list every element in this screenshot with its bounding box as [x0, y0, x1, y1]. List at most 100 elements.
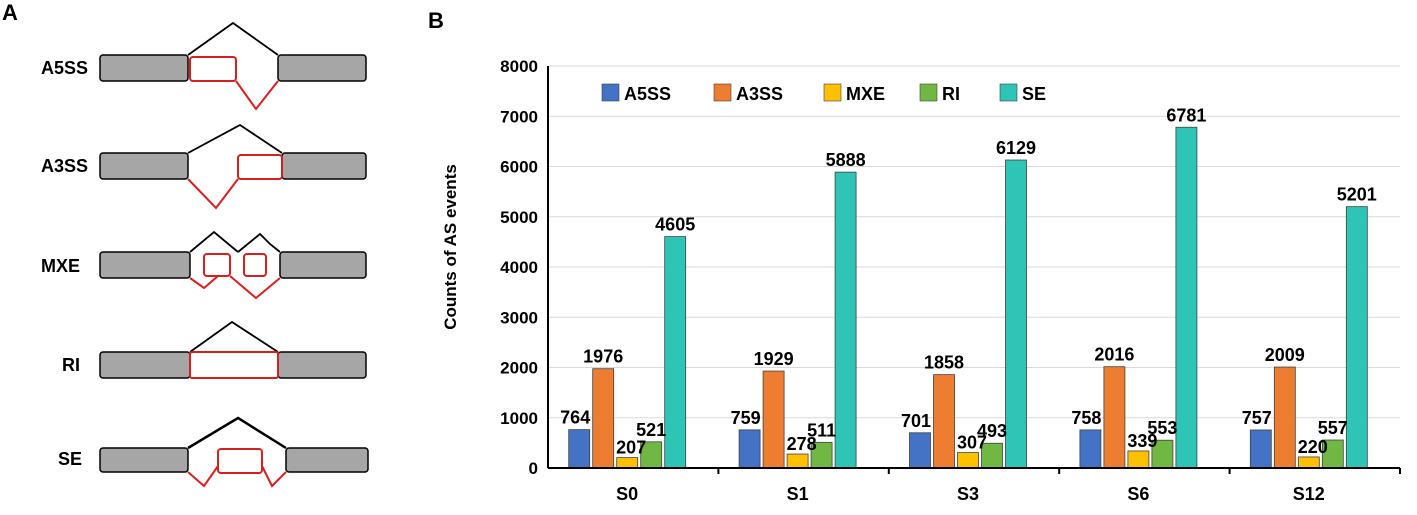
event-label-ri: RI	[62, 355, 80, 375]
splice-junction-lower	[187, 178, 239, 210]
data-label-a5ss-s12: 757	[1242, 408, 1272, 428]
data-label-a5ss-s1: 759	[731, 408, 761, 428]
bar-se-s3	[1005, 159, 1027, 469]
data-label-a5ss-s0: 764	[560, 408, 590, 428]
data-label-ri-s1: 511	[807, 420, 836, 440]
x-tick-label: S12	[1293, 484, 1325, 504]
data-label-ri-s3: 493	[977, 421, 1007, 441]
x-tick-label: S1	[787, 484, 809, 504]
legend-label-a5ss: A5SS	[624, 84, 671, 104]
event-label-a3ss: A3SS	[41, 156, 88, 176]
bar-a5ss-s1	[738, 429, 761, 469]
panel-b-label: B	[428, 8, 444, 33]
y-tick-label: 2000	[500, 359, 538, 378]
exon-right	[285, 447, 369, 473]
splice-junction-lower-2	[261, 465, 287, 488]
splice-junction-upper	[187, 123, 283, 154]
data-label-mxe-s3: 307	[957, 433, 987, 453]
bar-mxe-s12	[1297, 456, 1320, 469]
diagram-a3ss: A3SS	[41, 123, 367, 210]
exon-right	[277, 54, 367, 82]
bar-a3ss-s0	[592, 368, 615, 469]
legend-swatch-a5ss	[601, 83, 620, 102]
data-label-a3ss-s12: 2009	[1265, 345, 1305, 365]
data-label-se-s12: 5201	[1337, 185, 1377, 205]
diagram-se: SE	[58, 416, 369, 488]
y-tick-label: 4000	[500, 258, 538, 277]
data-label-se-s1: 5888	[826, 150, 866, 170]
data-label-mxe-s6: 339	[1127, 431, 1157, 451]
y-tick-label: 3000	[500, 308, 538, 327]
x-tick-labels: S0 S1 S3 S6 S12	[616, 468, 1401, 504]
bar-se-s0	[664, 236, 687, 469]
legend-label-mxe: MXE	[846, 84, 885, 104]
splice-junction-lower-1	[187, 465, 219, 488]
splice-junction-upper	[189, 320, 279, 353]
y-tick-labels: 0 1000 2000 3000 4000 5000 6000 7000 8000	[500, 57, 538, 478]
retained-intron	[189, 351, 279, 379]
splice-junction-upper	[187, 21, 279, 56]
y-tick-label: 8000	[500, 57, 538, 76]
data-label-ri-s6: 553	[1147, 418, 1177, 438]
data-label-a5ss-s6: 758	[1071, 408, 1101, 428]
x-tick-label: S0	[616, 484, 638, 504]
bar-se-s12	[1345, 206, 1368, 469]
bar-a3ss-s1	[762, 370, 785, 469]
bar-a5ss-s0	[568, 429, 591, 469]
alt-exon-extension	[237, 154, 283, 180]
x-tick-label: S6	[1127, 484, 1149, 504]
bars	[568, 126, 1368, 469]
panel-a-label: A	[2, 0, 18, 25]
event-label-a5ss: A5SS	[41, 58, 88, 78]
exon-left	[99, 54, 189, 82]
event-label-se: SE	[58, 449, 82, 469]
data-label-a5ss-s3: 701	[901, 411, 931, 431]
y-axis-label: Counts of AS events	[441, 164, 460, 330]
data-label-ri-s0: 521	[636, 420, 666, 440]
splice-junction-lower-1	[189, 275, 219, 290]
data-label-ri-s12: 557	[1318, 418, 1348, 438]
bar-a5ss-s3	[909, 432, 931, 469]
bar-se-s6	[1175, 126, 1198, 469]
exon-right	[279, 251, 367, 279]
data-label-mxe-s1: 278	[787, 434, 817, 454]
legend-swatch-mxe	[823, 83, 842, 102]
legend-label-se: SE	[1022, 84, 1046, 104]
legend: A5SS A3SS MXE RI SE	[601, 83, 1046, 104]
data-label-se-s0: 4605	[655, 215, 695, 235]
exon-right	[281, 152, 367, 180]
diagram-mxe: MXE	[41, 230, 367, 300]
legend-swatch-ri	[919, 83, 938, 102]
exon-left	[99, 351, 191, 379]
event-label-mxe: MXE	[41, 256, 80, 276]
bar-mxe-s6	[1127, 450, 1150, 469]
splice-junction-upper-1	[189, 230, 239, 253]
bar-a3ss-s6	[1103, 366, 1126, 469]
diagram-ri: RI	[62, 320, 367, 379]
exon-left	[99, 251, 191, 279]
y-tick-label: 7000	[500, 107, 538, 126]
bar-a5ss-s12	[1249, 429, 1272, 469]
y-tick-label: 5000	[500, 208, 538, 227]
splice-junction-upper-2	[237, 232, 281, 253]
bar-a3ss-s12	[1273, 366, 1296, 469]
exon-right	[277, 351, 367, 379]
y-tick-label: 1000	[500, 409, 538, 428]
bar-mxe-s0	[616, 457, 639, 469]
diagram-a5ss: A5SS	[41, 21, 367, 111]
alt-exon-extension	[189, 56, 237, 82]
x-tick-label: S3	[957, 484, 979, 504]
legend-swatch-a3ss	[713, 83, 732, 102]
axes	[547, 66, 1400, 469]
mutually-exclusive-exon-2	[243, 253, 267, 277]
data-label-a3ss-s1: 1929	[754, 349, 794, 369]
skipped-exon	[217, 448, 263, 474]
exon-left	[99, 152, 189, 180]
data-label-a3ss-s3: 1858	[924, 353, 964, 373]
mutually-exclusive-exon-1	[203, 253, 231, 277]
bar-a3ss-s3	[933, 374, 955, 469]
data-label-se-s6: 6781	[1166, 105, 1206, 125]
bar-se-s1	[834, 171, 857, 469]
